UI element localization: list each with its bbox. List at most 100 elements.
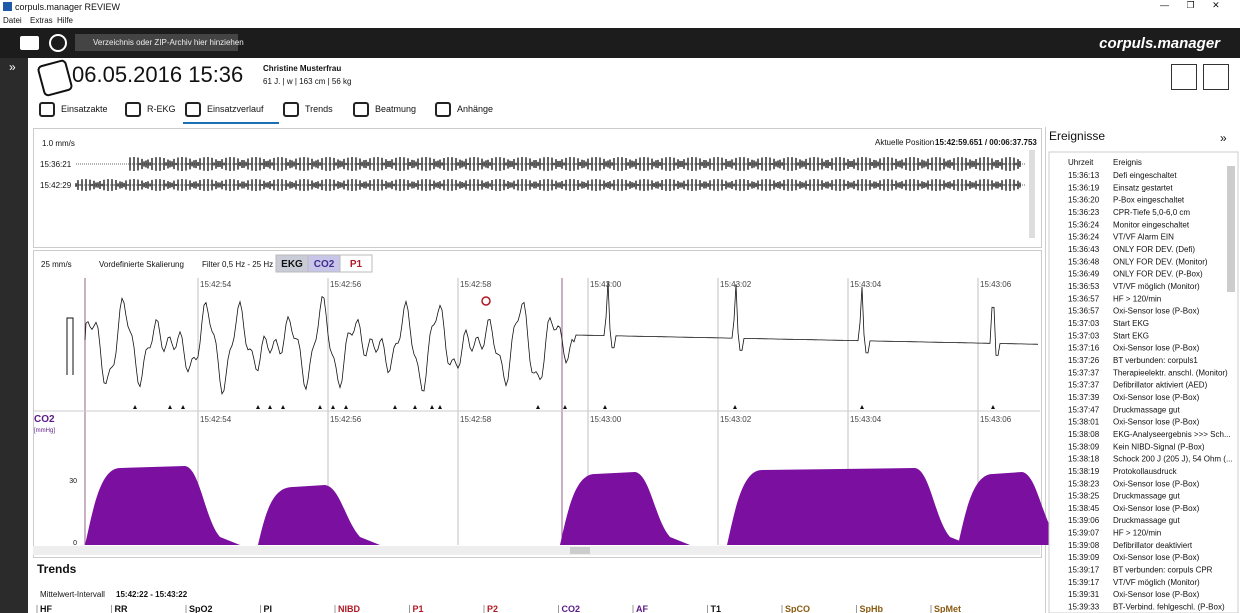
co2-tick: 30 — [69, 478, 77, 485]
trend-column: SpCO — [785, 604, 810, 613]
trend-column: SpHb — [860, 604, 884, 613]
export-button[interactable] — [1203, 64, 1229, 90]
events-header: Ereignis — [1113, 158, 1142, 167]
event-time: 15:36:13 — [1068, 171, 1100, 180]
event-time: 15:36:48 — [1068, 257, 1100, 266]
beat-marker — [430, 405, 434, 409]
beat-marker — [536, 405, 540, 409]
app-icon — [3, 2, 12, 11]
tab-icon — [39, 102, 55, 117]
tab[interactable]: Trends — [305, 104, 333, 114]
time-label: 15:43:06 — [980, 280, 1012, 289]
collapse[interactable]: » — [1220, 131, 1227, 145]
event-text: Einsatz gestartet — [1113, 183, 1173, 192]
overview-panel — [33, 128, 1042, 248]
event-time: 15:36:49 — [1068, 270, 1100, 279]
brand: corpuls.manager — [1099, 35, 1220, 52]
scaling[interactable]: Vordefinierte Skalierung — [99, 260, 184, 269]
menu-item[interactable]: Extras — [30, 16, 53, 25]
trend-column: P2 — [487, 604, 498, 613]
event-time: 15:39:31 — [1068, 590, 1100, 599]
time-label: 15:43:02 — [720, 415, 752, 424]
event-text: Oxi-Sensor lose (P-Box) — [1113, 418, 1200, 427]
event-text: Therapieelektr. anschl. (Monitor) — [1113, 368, 1228, 377]
overview-trace — [129, 157, 1021, 171]
beat-marker — [318, 405, 322, 409]
drop-zone[interactable]: Verzeichnis oder ZIP-Archiv hier hinzieh… — [75, 34, 244, 51]
menu-item[interactable]: Datei — [3, 16, 22, 25]
event-time: 15:38:09 — [1068, 442, 1100, 451]
tab[interactable]: Einsatzverlauf — [207, 104, 264, 114]
history[interactable] — [49, 34, 67, 52]
trend-column: NIBD — [338, 604, 360, 613]
channel-label: P1 — [350, 259, 363, 270]
event-time: 15:36:24 — [1068, 233, 1100, 242]
interval-value: 15:42:22 - 15:43:22 — [116, 590, 188, 599]
event-time: 15:36:57 — [1068, 294, 1100, 303]
open-folder[interactable] — [20, 36, 39, 50]
event-text: ONLY FOR DEV. (Monitor) — [1113, 257, 1208, 266]
co2-tick: 0 — [73, 540, 77, 547]
event-text: Defibrillator aktiviert (AED) — [1113, 381, 1208, 390]
position-value: 15:42:59.651 / 00:06:37.753 — [935, 138, 1037, 147]
event-text: Oxi-Sensor lose (P-Box) — [1113, 590, 1200, 599]
report-button[interactable] — [1171, 64, 1197, 90]
event-time: 15:37:37 — [1068, 368, 1100, 377]
h-thumb[interactable] — [570, 547, 590, 554]
tab[interactable]: Beatmung — [375, 104, 417, 114]
time-label: 15:43:06 — [980, 415, 1012, 424]
channel-label: CO2 — [314, 259, 335, 270]
event-text: Protokollausdruck — [1113, 467, 1178, 476]
event-text: P-Box eingeschaltet — [1113, 196, 1185, 205]
tab[interactable]: Einsatzakte — [61, 104, 108, 114]
event-time: 15:39:17 — [1068, 566, 1100, 575]
beat-marker — [438, 405, 442, 409]
h-scrollbar — [33, 546, 1040, 555]
event-time: 15:37:03 — [1068, 319, 1100, 328]
trend-column: HF — [40, 604, 52, 613]
sidebar: » — [0, 58, 28, 613]
toolbar: Verzeichnis oder ZIP-Archiv hier hinzieh… — [0, 28, 1240, 58]
window-controls[interactable]: — ❐ ✕ — [1160, 0, 1220, 10]
event-text: BT verbunden: corpuls1 — [1113, 356, 1198, 365]
event-text: Start EKG — [1113, 331, 1149, 340]
time-label: 15:43:04 — [850, 280, 882, 289]
channel-button[interactable] — [339, 254, 373, 273]
event-time: 15:39:17 — [1068, 578, 1100, 587]
expand[interactable]: » — [9, 60, 16, 74]
beat-marker — [133, 405, 137, 409]
tab-icon — [283, 102, 299, 117]
time-label: 15:42:54 — [200, 280, 232, 289]
ecg-trace — [84, 281, 1039, 395]
trend-column: AF — [636, 604, 648, 613]
co2-unit: [mmHg] — [34, 428, 55, 434]
speed[interactable]: 1.0 mm/s — [42, 139, 75, 148]
event-time: 15:38:45 — [1068, 504, 1100, 513]
tab-icon — [185, 102, 201, 117]
event-time: 15:37:26 — [1068, 356, 1100, 365]
event-text: Druckmassage gut — [1113, 516, 1180, 525]
drop-hint: Verzeichnis oder ZIP-Archiv hier hinzieh… — [93, 38, 244, 47]
menu-item[interactable]: Hilfe — [57, 16, 74, 25]
tab-icon — [353, 102, 369, 117]
wave-speed[interactable]: 25 mm/s — [41, 260, 72, 269]
date: 06.05.2016 15:36 — [72, 62, 244, 87]
tab[interactable]: R-EKG — [147, 104, 176, 114]
event-text: HF > 120/min — [1113, 294, 1161, 303]
event-text: BT verbunden: corpuls CPR — [1113, 566, 1213, 575]
beat-marker — [181, 405, 185, 409]
events-title: Ereignisse — [1049, 129, 1105, 143]
event-time: 15:38:23 — [1068, 479, 1100, 488]
beat-marker — [331, 405, 335, 409]
tab[interactable]: Anhänge — [457, 104, 494, 114]
event-text: CPR-Tiefe 5,0-6,0 cm — [1113, 208, 1190, 217]
event-time: 15:36:43 — [1068, 245, 1100, 254]
trend-column: SpMet — [934, 604, 961, 613]
filter: Filter 0,5 Hz - 25 Hz — [202, 260, 273, 269]
position-label: Aktuelle Position — [875, 138, 934, 147]
patient-info: 61 J. | w | 163 cm | 56 kg — [263, 77, 352, 86]
event-time: 15:39:07 — [1068, 529, 1100, 538]
event-time: 15:37:16 — [1068, 344, 1100, 353]
event-text: ONLY FOR DEV. (Defi) — [1113, 245, 1195, 254]
beat-marker — [413, 405, 417, 409]
